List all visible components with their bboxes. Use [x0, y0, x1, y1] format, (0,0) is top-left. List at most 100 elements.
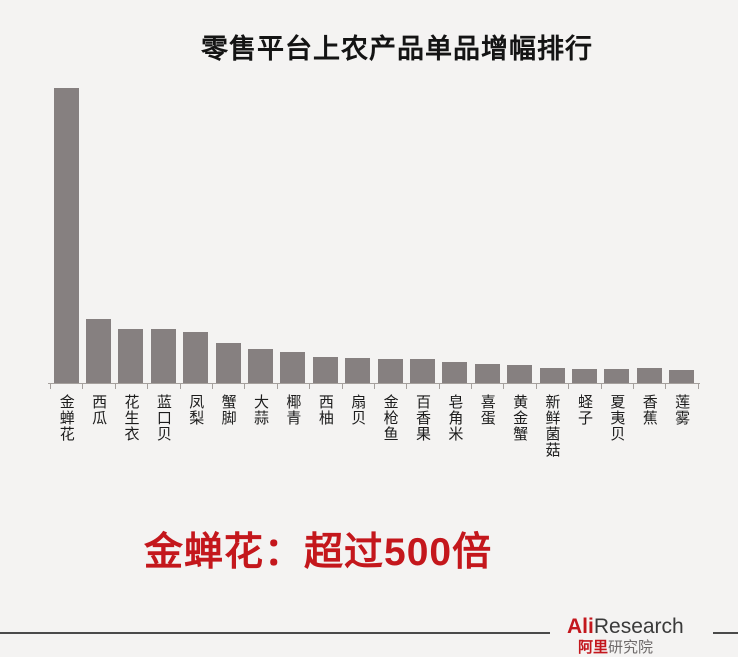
label-slot: 蟹脚	[212, 394, 244, 426]
category-label: 大蒜	[252, 394, 270, 426]
bar-slot	[633, 80, 665, 383]
axis-tick	[438, 384, 440, 389]
label-slot: 花生衣	[115, 394, 147, 442]
bar	[215, 342, 241, 383]
axis-tick	[600, 384, 602, 389]
axis-tick	[471, 384, 473, 389]
axis-tick	[568, 384, 570, 389]
page-title: 零售平台上农产品单品增幅排行	[201, 34, 593, 64]
category-label: 香蕉	[640, 394, 658, 426]
label-slot: 扇贝	[342, 394, 374, 426]
footer-divider-left	[0, 632, 550, 634]
category-label: 黄金蟹	[511, 394, 529, 442]
category-label: 皂角米	[446, 394, 464, 442]
logo-research-cn-text: 研究院	[608, 639, 654, 656]
bar	[377, 358, 403, 383]
bar-slot	[180, 80, 212, 383]
bar-slot	[82, 80, 114, 383]
category-label: 金蝉花	[57, 394, 75, 442]
label-slot: 新鲜菌菇	[536, 394, 568, 458]
category-label: 凤梨	[187, 394, 205, 426]
bar-slot	[147, 80, 179, 383]
bar-slot	[309, 80, 341, 383]
bar	[53, 88, 79, 383]
label-slot: 莲雾	[665, 394, 697, 426]
axis-tick	[147, 384, 149, 389]
bar	[150, 328, 176, 383]
axis-tick	[276, 384, 278, 389]
axis-tick	[309, 384, 311, 389]
bar	[539, 368, 565, 383]
category-label: 喜蛋	[478, 394, 496, 426]
bar-slot	[601, 80, 633, 383]
label-slot: 黄金蟹	[503, 394, 535, 442]
bar-slot	[244, 80, 276, 383]
category-label: 扇贝	[349, 394, 367, 426]
bar	[312, 357, 338, 383]
label-slot: 凤梨	[180, 394, 212, 426]
axis-tick	[82, 384, 84, 389]
x-axis-labels: 金蝉花 西瓜 花生衣 蓝口贝 凤梨 蟹脚 大蒜 椰青 西柚 扇贝 金枪鱼 百香果 皂角米 喜蛋 黄金蟹 新鲜菌…	[50, 394, 698, 458]
axis-tick	[341, 384, 343, 389]
logo-chinese-name: 阿里研究院	[578, 640, 684, 655]
bar	[280, 351, 306, 383]
category-label: 新鲜菌菇	[543, 394, 561, 458]
bar	[86, 319, 112, 383]
bar-slot	[342, 80, 374, 383]
footer-divider-right	[713, 632, 738, 634]
category-label: 蓝口贝	[154, 394, 172, 442]
label-slot: 金枪鱼	[374, 394, 406, 442]
logo-ali-text: Ali	[567, 615, 594, 638]
bar-chart	[50, 80, 698, 383]
bar-slot	[536, 80, 568, 383]
aliresearch-logo: AliResearch 阿里研究院	[567, 616, 684, 655]
axis-tick	[503, 384, 505, 389]
callout-text: 金蝉花：超过500倍	[144, 531, 493, 574]
axis-tick	[406, 384, 408, 389]
category-label: 西柚	[316, 394, 334, 426]
category-label: 椰青	[284, 394, 302, 426]
bar-slot	[277, 80, 309, 383]
bar	[604, 368, 630, 383]
label-slot: 大蒜	[244, 394, 276, 426]
x-axis-line	[48, 383, 700, 384]
category-label: 蟹脚	[219, 394, 237, 426]
logo-research-text: Research	[593, 615, 684, 638]
axis-tick	[373, 384, 375, 389]
label-slot: 西瓜	[82, 394, 114, 426]
bar-slot	[439, 80, 471, 383]
bar	[571, 368, 597, 383]
bar	[345, 358, 371, 383]
bar-slot	[471, 80, 503, 383]
bar	[669, 370, 695, 383]
axis-tick	[244, 384, 246, 389]
bar-slot	[374, 80, 406, 383]
label-slot: 蛏子	[568, 394, 600, 426]
axis-tick	[665, 384, 667, 389]
axis-tick	[179, 384, 181, 389]
label-slot: 皂角米	[439, 394, 471, 442]
category-label: 金枪鱼	[381, 394, 399, 442]
axis-tick	[114, 384, 116, 389]
bar	[636, 368, 662, 383]
category-label: 夏夷贝	[608, 394, 626, 442]
bar-slot	[406, 80, 438, 383]
label-slot: 香蕉	[633, 394, 665, 426]
logo-wordmark: AliResearch	[567, 616, 684, 637]
bar-slot	[568, 80, 600, 383]
x-axis-ticks	[50, 384, 699, 389]
bar	[118, 328, 144, 383]
bar-slot	[503, 80, 535, 383]
label-slot: 夏夷贝	[601, 394, 633, 442]
bar	[442, 361, 468, 383]
bar-slot	[665, 80, 697, 383]
category-label: 蛏子	[575, 394, 593, 426]
label-slot: 西柚	[309, 394, 341, 426]
axis-tick	[697, 384, 699, 389]
axis-tick	[211, 384, 213, 389]
bar-slot	[115, 80, 147, 383]
label-slot: 喜蛋	[471, 394, 503, 426]
label-slot: 蓝口贝	[147, 394, 179, 442]
axis-tick	[535, 384, 537, 389]
bar	[183, 332, 209, 383]
